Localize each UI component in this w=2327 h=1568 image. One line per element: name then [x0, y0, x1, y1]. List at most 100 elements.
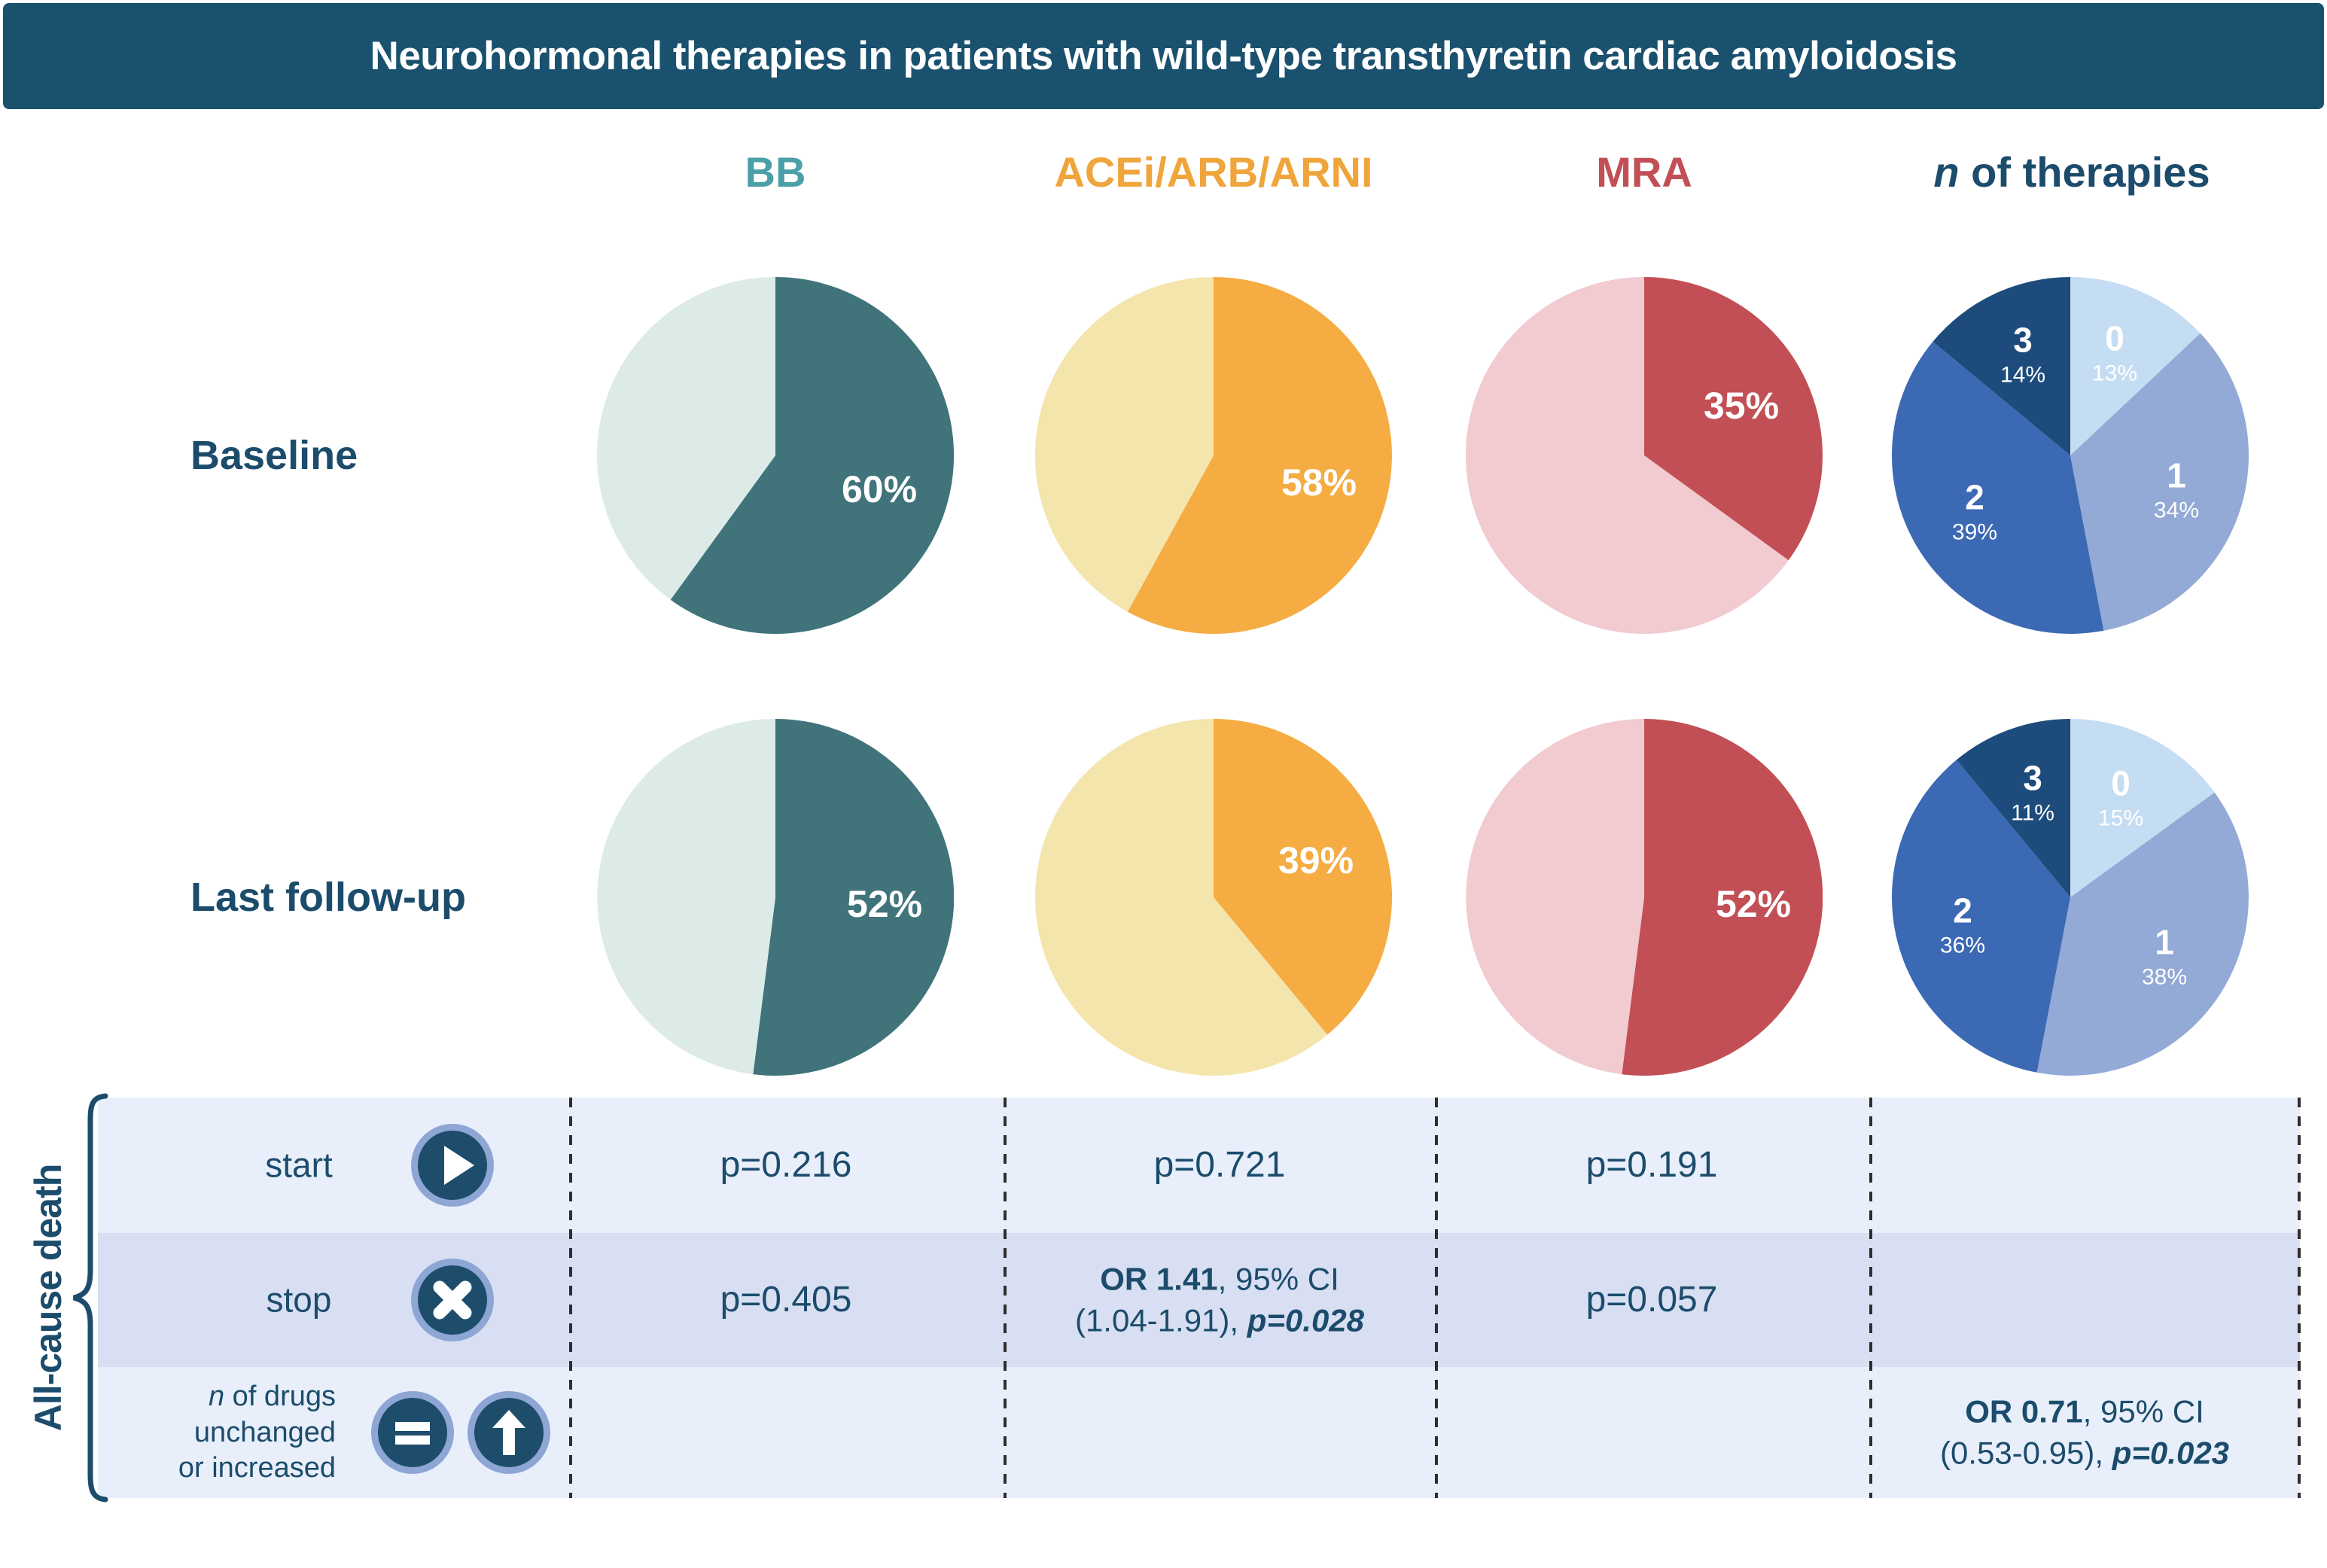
slice-percent: 13%	[2091, 361, 2138, 386]
pie-slice-label-0: 0 15%	[2098, 766, 2143, 830]
column-header-mra: MRA	[1596, 148, 1692, 196]
column-header-n-of-therapies: n of therapies	[1933, 148, 2210, 196]
slice-percent: 34%	[2153, 498, 2200, 523]
pie-slice-baseline-bb-not-on-bb	[597, 277, 775, 600]
pie-value-label: 58%	[1281, 461, 1357, 504]
pie-slice-last-follow-up-acei-arb-arni-on-acei-arb-arni	[1214, 719, 1392, 1035]
slice-number: 2	[1965, 477, 1984, 517]
pie-value-label: 52%	[846, 883, 923, 925]
table-row-band-2	[98, 1367, 2300, 1498]
pie-baseline-mra: 35%	[1466, 277, 1823, 634]
pie-slice-last-follow-up-bb-on-bb	[753, 719, 954, 1076]
column-header-bb: BB	[745, 148, 806, 196]
column-separator-3	[1869, 1098, 1872, 1498]
pie-slice-last-follow-up-n-of-therapies-1	[2036, 792, 2249, 1076]
pie-slice-last-follow-up-acei-arb-arni-not-on-acei-arb-arni	[1035, 719, 1328, 1076]
pie-baseline-n-of-therapies: 0 13% 1 34% 2 39% 3 14%	[1892, 277, 2249, 634]
pie-value-label: 52%	[1715, 883, 1792, 925]
slice-percent: 36%	[1939, 933, 1986, 958]
pie-svg-baseline-mra	[1466, 277, 1823, 634]
pie-slice-last-follow-up-n-of-therapies-0	[2070, 719, 2215, 897]
page-title: Neurohormonal therapies in patients with…	[370, 34, 1957, 78]
pie-last-follow-up-mra: 52%	[1466, 719, 1823, 1076]
pie-slice-baseline-n-of-therapies-3	[1933, 277, 2070, 455]
pie-slice-label-0: 0 13%	[2092, 321, 2137, 385]
pie-value-label: 39%	[1278, 839, 1354, 881]
slice-number: 3	[2023, 758, 2042, 798]
pie-baseline-acei-arb-arni: 58%	[1035, 277, 1392, 634]
pie-slice-label-3: 3 11%	[2011, 761, 2054, 825]
slice-percent: 14%	[2000, 362, 2046, 388]
play-icon-wrap	[410, 1123, 495, 1207]
slice-percent: 38%	[2141, 964, 2188, 990]
up-arrow-icon	[468, 1391, 550, 1474]
row-label-baseline: Baseline	[190, 433, 358, 478]
cross-icon	[411, 1259, 494, 1341]
slice-number: 2	[1953, 891, 1972, 930]
pie-last-follow-up-bb: 52%	[597, 719, 954, 1076]
n-of-therapies-rest: of therapies	[1959, 148, 2210, 196]
pie-svg-baseline-n-of-therapies	[1892, 277, 2249, 634]
pie-svg-baseline-acei-arb-arni	[1035, 277, 1392, 634]
slice-percent: 11%	[2011, 800, 2054, 826]
table-cell-stop-bb: p=0.405	[720, 1279, 852, 1320]
pie-slice-baseline-acei-arb-arni-on-acei-arb-arni	[1127, 277, 1392, 634]
column-separator-2	[1435, 1098, 1438, 1498]
table-cell-start-bb: p=0.216	[720, 1144, 852, 1185]
pie-slice-label-1: 1 38%	[2142, 925, 2187, 989]
slice-percent: 15%	[2097, 805, 2144, 831]
column-separator-1	[1004, 1098, 1007, 1498]
pie-slice-baseline-n-of-therapies-0	[2070, 277, 2201, 455]
slice-percent: 39%	[1951, 519, 1998, 545]
pie-slice-baseline-acei-arb-arni-not-on-acei-arb-arni	[1035, 277, 1214, 612]
table-cell-start-acei-arb-arni: p=0.721	[1153, 1144, 1286, 1185]
pie-slice-last-follow-up-mra-not-on-mra	[1466, 719, 1644, 1075]
pie-slice-last-follow-up-n-of-therapies-2	[1892, 760, 2070, 1073]
table-cell-n-of-drugs-n-of-therapies: OR 0.71, 95% CI (0.53-0.95), p=0.023	[1939, 1393, 2230, 1470]
pie-svg-baseline-bb	[597, 277, 954, 634]
equals-icon-wrap	[370, 1390, 455, 1475]
slice-number: 0	[2105, 318, 2124, 358]
pie-slice-baseline-n-of-therapies-2	[1892, 341, 2104, 634]
column-separator-4	[2298, 1098, 2301, 1498]
up-arrow-icon-wrap	[467, 1390, 551, 1475]
table-row-label-n-of-drugs: n of drugs unchanged or increased	[178, 1380, 336, 1484]
table-cell-start-mra: p=0.191	[1585, 1144, 1718, 1185]
slice-number: 0	[2111, 763, 2131, 803]
pie-slice-label-2: 2 39%	[1952, 480, 1997, 544]
equals-icon	[371, 1391, 454, 1474]
pie-last-follow-up-n-of-therapies: 0 15% 1 38% 2 36% 3 11%	[1892, 719, 2249, 1076]
pie-slice-baseline-mra-not-on-mra	[1466, 277, 1789, 634]
slice-number: 3	[2013, 320, 2033, 360]
column-header-acei-arb-arni: ACEi/ARB/ARNI	[1054, 148, 1373, 196]
play-icon	[411, 1124, 494, 1207]
pie-slice-label-2: 2 36%	[1940, 894, 1985, 958]
pie-svg-last-follow-up-bb	[597, 719, 954, 1076]
column-separator-0	[569, 1098, 572, 1498]
table-cell-stop-acei-arb-arni: OR 1.41, 95% CI (1.04-1.91), p=0.028	[1074, 1261, 1365, 1338]
pie-value-label: 35%	[1703, 385, 1780, 427]
table-row-label-start: start	[265, 1145, 333, 1185]
pie-slice-last-follow-up-bb-not-on-bb	[597, 719, 775, 1075]
pie-slice-baseline-n-of-therapies-1	[2070, 333, 2249, 631]
pie-slice-label-1: 1 34%	[2154, 458, 2199, 522]
pie-slice-baseline-mra-on-mra	[1644, 277, 1823, 561]
pie-slice-label-3: 3 14%	[2000, 323, 2045, 387]
pie-slice-last-follow-up-n-of-therapies-3	[1956, 719, 2070, 897]
all-cause-death-label: All-cause death	[27, 1164, 69, 1432]
pie-svg-last-follow-up-mra	[1466, 719, 1823, 1076]
pie-slice-last-follow-up-mra-on-mra	[1622, 719, 1823, 1076]
title-bar: Neurohormonal therapies in patients with…	[3, 3, 2324, 109]
pie-last-follow-up-acei-arb-arni: 39%	[1035, 719, 1392, 1076]
slice-number: 1	[2167, 455, 2186, 495]
cross-icon-wrap	[410, 1258, 495, 1342]
table-row-label-stop: stop	[266, 1280, 332, 1320]
pie-svg-last-follow-up-n-of-therapies	[1892, 719, 2249, 1076]
pie-slice-baseline-bb-on-bb	[670, 277, 954, 634]
slice-number: 1	[2155, 922, 2174, 962]
pie-svg-last-follow-up-acei-arb-arni	[1035, 719, 1392, 1076]
table-cell-stop-mra: p=0.057	[1585, 1279, 1718, 1320]
pie-baseline-bb: 60%	[597, 277, 954, 634]
row-label-last-follow-up: Last follow-up	[190, 875, 466, 920]
